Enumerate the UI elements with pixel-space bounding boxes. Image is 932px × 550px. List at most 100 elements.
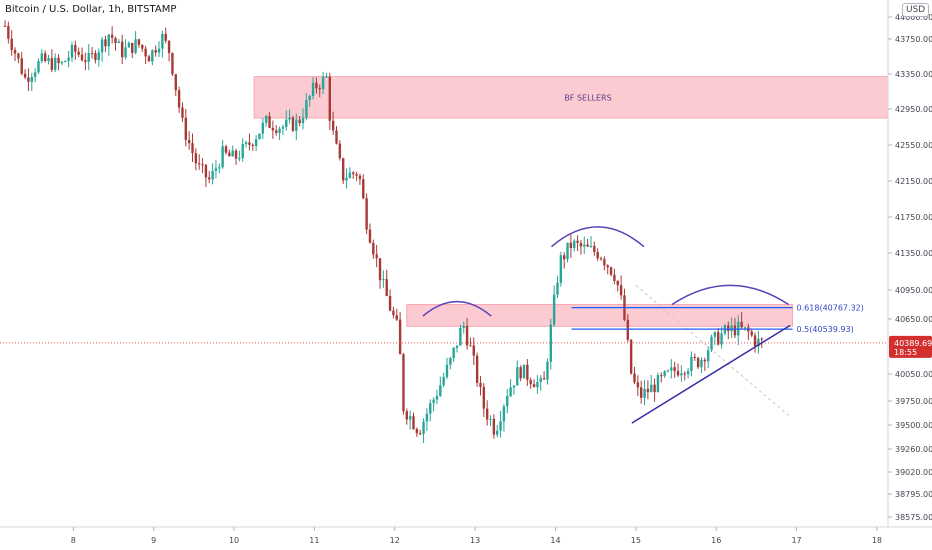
candle-body <box>516 367 519 386</box>
candle-body <box>174 74 177 91</box>
candle-body <box>757 338 760 347</box>
candle-body <box>365 198 368 230</box>
candle-body <box>603 259 606 266</box>
candle-body <box>378 258 382 281</box>
candle-body <box>395 315 398 320</box>
candle-body <box>696 357 700 368</box>
candle-body <box>23 73 27 78</box>
candle-body <box>70 44 74 58</box>
candle-body <box>238 158 241 160</box>
candle-body <box>475 355 479 383</box>
price-tick-label: 43750.00 <box>895 35 932 44</box>
candle-body <box>432 399 435 404</box>
candle-body <box>141 44 144 49</box>
candle-body <box>107 34 111 47</box>
candle-body <box>258 133 261 140</box>
candle-body <box>536 381 539 388</box>
bf-sellers-zone <box>253 76 889 119</box>
candle-body <box>60 62 64 64</box>
candle-body <box>321 76 325 90</box>
candle-body <box>499 421 502 431</box>
candle-body <box>710 336 713 351</box>
candle-body <box>740 321 743 328</box>
candle-body <box>465 325 469 346</box>
candle-body <box>666 370 670 372</box>
candle-body <box>164 33 167 41</box>
candle-body <box>643 388 646 398</box>
time-tick-label: 13 <box>470 536 480 545</box>
candle-body <box>629 339 633 374</box>
candle-body <box>127 42 131 48</box>
candle-body <box>686 371 690 375</box>
candle-body <box>37 61 40 73</box>
candle-body <box>271 127 275 131</box>
candle-body <box>345 177 348 181</box>
candle-body <box>639 387 643 398</box>
candle-body <box>281 126 285 129</box>
candle-body <box>27 77 30 82</box>
candle-body <box>120 41 124 58</box>
candle-body <box>703 359 707 362</box>
candle-body <box>700 359 703 368</box>
candle-body <box>439 385 442 396</box>
candle-body <box>275 130 278 133</box>
candle-body <box>318 88 321 90</box>
candle-body <box>660 375 663 377</box>
chart-title: Bitcoin / U.S. Dollar, 1h, BITSTAMP <box>5 4 177 15</box>
candle-body <box>559 255 563 283</box>
candle-body <box>161 33 164 49</box>
candle-body <box>352 172 355 175</box>
candle-body <box>619 285 623 296</box>
candle-body <box>626 319 630 340</box>
candle-body <box>308 95 311 101</box>
candle-body <box>355 174 358 176</box>
candle-body <box>526 364 529 380</box>
candle-body <box>398 319 402 355</box>
candle-body <box>425 413 429 422</box>
time-tick-label: 16 <box>711 536 721 545</box>
candle-body <box>278 128 281 133</box>
candle-body <box>402 354 405 412</box>
candle-body <box>311 82 315 96</box>
candle-body <box>609 267 613 275</box>
candle-body <box>295 119 298 131</box>
candle-body <box>305 100 308 118</box>
candle-body <box>485 408 489 420</box>
price-tick-label: 43350.00 <box>895 70 932 79</box>
candle-body <box>124 47 127 58</box>
candle-body <box>419 433 422 435</box>
candle-body <box>519 367 522 379</box>
candle-body <box>30 77 33 82</box>
candle-body <box>204 164 208 178</box>
candle-body <box>690 356 693 372</box>
bf-sellers-label: BF SELLERS <box>564 93 611 102</box>
time-tick-label: 15 <box>631 536 641 545</box>
drawings-layer: 0.618(40767.32) 0.5(40539.93) <box>0 226 888 424</box>
candle-body <box>663 371 666 376</box>
candle-body <box>589 245 593 247</box>
candle-body <box>599 258 603 260</box>
candle-body <box>87 53 90 62</box>
candle-body <box>596 251 599 259</box>
candle-body <box>492 418 496 435</box>
candle-body <box>315 82 318 89</box>
current-price-value: 40389.69 <box>894 339 932 348</box>
candle-body <box>429 403 432 414</box>
candle-body <box>489 418 492 420</box>
candle-body <box>67 57 70 62</box>
candle-body <box>720 333 723 345</box>
price-tick-label: 39500.00 <box>895 421 932 430</box>
candle-body <box>583 244 586 247</box>
time-tick-label: 18 <box>872 536 882 545</box>
candle-body <box>472 345 475 356</box>
current-price-tag <box>889 335 932 358</box>
candle-body <box>573 240 576 249</box>
candle-body <box>730 325 733 332</box>
candle-body <box>285 119 288 127</box>
currency-button[interactable]: USD <box>902 3 930 17</box>
fib-level-label: 0.5(40539.93) <box>797 325 854 334</box>
candle-body <box>3 25 7 27</box>
price-tick-label: 39260.00 <box>895 445 932 454</box>
